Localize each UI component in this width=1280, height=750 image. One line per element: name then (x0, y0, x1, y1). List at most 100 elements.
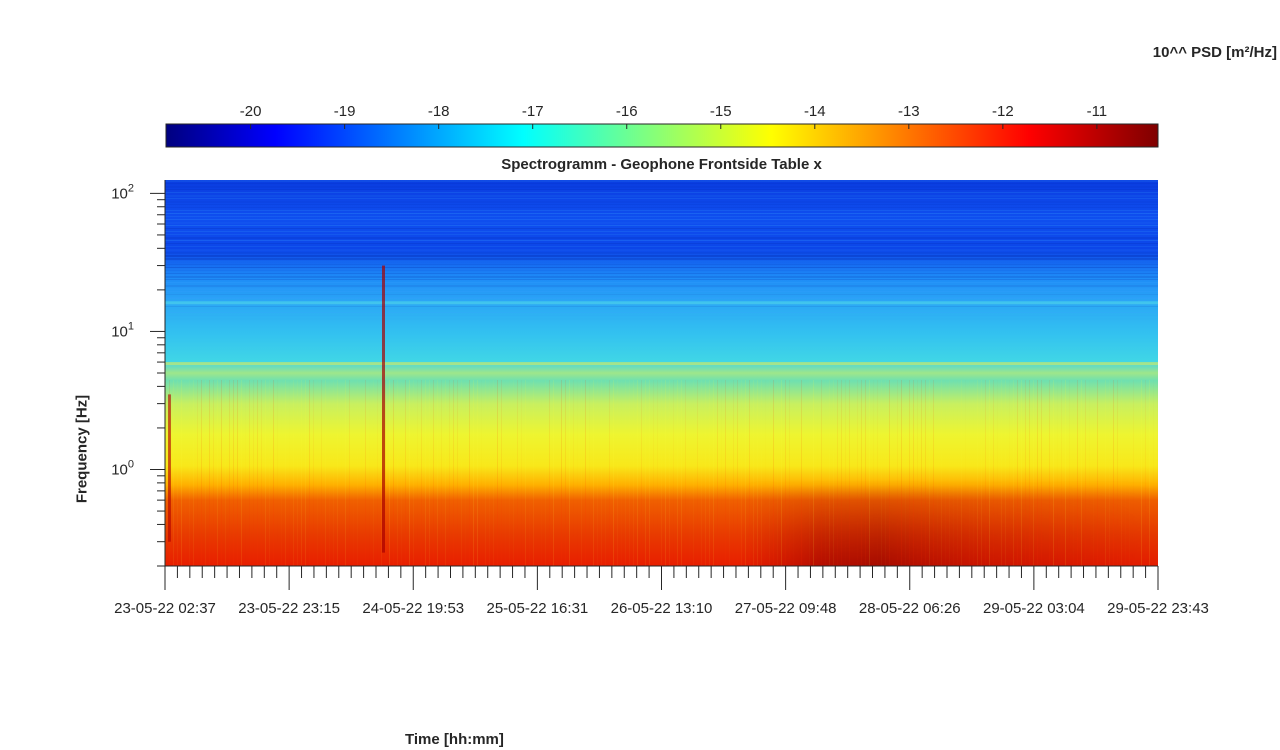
spectrogram-streak (1089, 380, 1090, 566)
spectrogram-streak (713, 380, 714, 566)
spectrogram-streak (729, 380, 730, 566)
spectrogram-streak (317, 380, 318, 566)
spectrogram-streak (869, 380, 870, 566)
spectrogram-streak (769, 380, 770, 566)
spectrogram-band (165, 243, 1158, 244)
spectrogram-streak (893, 380, 894, 566)
spectrogram-streak (1001, 380, 1002, 566)
spectrogram-streak (433, 380, 434, 566)
colorbar-tick-label: -17 (522, 103, 544, 120)
spectrogram-streak (197, 380, 198, 566)
spectrogram-streak (969, 380, 970, 566)
spectrogram-streak (781, 380, 782, 566)
x-tick-label: 23-05-22 02:37 (114, 600, 216, 617)
spectrogram-band (165, 237, 1158, 239)
spectrogram-streak (245, 380, 246, 566)
spectrogram-band (165, 204, 1158, 205)
spectrogram-streak (793, 380, 794, 566)
spectrogram-streak (453, 380, 454, 566)
spectrogram-streak (637, 380, 638, 566)
spectrogram-streak (225, 380, 226, 566)
spectrogram-streak (321, 380, 322, 566)
spectrogram-band (165, 279, 1158, 280)
spectrogram-streak (1157, 380, 1158, 566)
spectrogram-band (165, 216, 1158, 217)
spectrogram-streak (437, 380, 438, 566)
spectrogram-streak (529, 380, 530, 566)
chart-title: Spectrogramm - Geophone Frontside Table … (501, 156, 822, 173)
spectrogram-streak (813, 380, 814, 566)
spectrogram-band (165, 315, 1158, 316)
spectrogram-streak (929, 380, 930, 566)
spectrogram-band (165, 261, 1158, 262)
spectrogram-streak (809, 380, 810, 566)
spectrogram-band (165, 222, 1158, 224)
spectrogram-streak (825, 380, 826, 566)
spectrogram-streak (301, 380, 302, 566)
spectrogram-band (165, 273, 1158, 274)
colorbar-gradient (165, 123, 1159, 148)
x-tick-label: 28-05-22 06:26 (859, 600, 961, 617)
spectrogram-streak (341, 380, 342, 566)
spectrogram-streak (733, 380, 734, 566)
spectrogram-streak (841, 380, 842, 566)
spectrogram-streak (601, 380, 602, 566)
spectrogram-streak (905, 380, 906, 566)
spectrogram-band (165, 249, 1158, 251)
spectrogram-streak (217, 380, 218, 566)
colorbar-tick-label: -13 (898, 103, 920, 120)
spectrogram-streak (1029, 380, 1030, 566)
spectrogram-streak (513, 380, 514, 566)
y-tick-base: 10 (111, 323, 128, 340)
spectrogram-streak (865, 380, 866, 566)
spectrogram-streak (501, 380, 502, 566)
spectrogram-band (165, 255, 1158, 257)
spectrogram-band (165, 288, 1158, 290)
spectrogram-streak (481, 380, 482, 566)
spectrogram-streak (553, 380, 554, 566)
spectrogram-streak (1137, 380, 1138, 566)
spectrogram-streak (805, 380, 806, 566)
spectrogram-streak (461, 380, 462, 566)
spectrogram-streak (661, 380, 662, 566)
spectrogram-streak (621, 380, 622, 566)
spectrogram-streak (1097, 380, 1098, 566)
spectrogram-band (165, 195, 1158, 197)
spectrogram-streak (1117, 380, 1118, 566)
spectrogram-streak (1065, 380, 1066, 566)
colorbar-tick-label: -19 (334, 103, 356, 120)
spectrogram-streak (1045, 380, 1046, 566)
spectrogram-band (165, 285, 1158, 287)
spectrogram-streak (853, 380, 854, 566)
spectrogram-band (165, 306, 1158, 307)
spectrogram-streak (237, 380, 238, 566)
spectrogram-band (165, 246, 1158, 247)
spectrogram-streak (353, 380, 354, 566)
spectrogram-streak (1033, 380, 1034, 566)
spectrogram-streak (485, 380, 486, 566)
spectrogram-streak (741, 380, 742, 566)
spectrogram-streak (1109, 380, 1110, 566)
spectrogram-streak (833, 380, 834, 566)
spectrogram-streak (557, 380, 558, 566)
spectrogram-streak (761, 380, 762, 566)
colorbar-tick-label: -15 (710, 103, 732, 120)
spectrogram-band (165, 207, 1158, 208)
spectrogram-streak (1145, 380, 1146, 566)
spectrogram-streak (577, 380, 578, 566)
spectrogram-streak (613, 380, 614, 566)
spectrogram-streak (881, 380, 882, 566)
spectrogram-band (165, 189, 1158, 190)
spectrogram-streak (685, 380, 686, 566)
spectrogram-band (165, 210, 1158, 211)
spectrogram-streak (1073, 380, 1074, 566)
y-tick-label: 101 (111, 320, 134, 340)
spectrogram-streak (785, 380, 786, 566)
spectrogram-streak (749, 380, 750, 566)
spectrogram-streak (585, 380, 586, 566)
spectrogram-streak (361, 380, 362, 566)
spectrogram-streak (993, 380, 994, 566)
spectrogram-band (165, 219, 1158, 220)
spectrogram-event-streak (168, 394, 171, 542)
spectrogram-streak (989, 380, 990, 566)
